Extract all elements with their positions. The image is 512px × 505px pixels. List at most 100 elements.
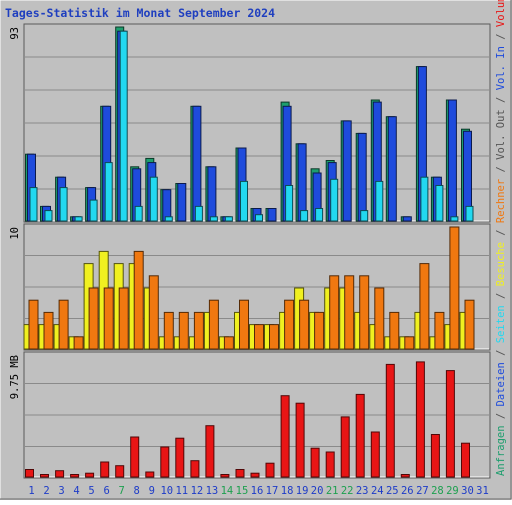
x-tick-label-day-17: 17 [266,485,279,497]
y-axis-max-label: 10 [9,227,21,240]
bar-dateien-day-12 [192,105,202,222]
bar-seiten-day-6 [104,162,113,222]
bar-rechner-day-24 [374,287,385,350]
bar-volumen-day-9 [145,471,155,478]
bar-rechner-day-23 [359,275,370,350]
legend-entry-dateien: Dateien [495,362,507,406]
bar-volumen-day-23 [355,393,365,478]
bar-volumen-day-6 [100,461,110,478]
x-tick-label-day-7: 7 [119,485,125,497]
y-axis-max-label: 9.75 MB [9,355,21,399]
x-tick-label-day-2: 2 [43,485,49,497]
right-legend: Anfragen / Dateien / Seiten / Besuche / … [495,0,507,476]
x-tick-label-day-6: 6 [104,485,110,497]
bar-dateien-day-19 [297,143,307,222]
x-tick-label-day-30: 30 [461,485,474,497]
x-tick-label-day-26: 26 [401,485,414,497]
bar-volumen-day-5 [85,472,95,478]
bar-seiten-day-30 [465,205,474,222]
bar-seiten-day-23 [360,210,369,222]
chart-title: Tages-Statistik im Monat September 2024 [5,6,275,20]
bar-dateien-day-29 [447,99,457,222]
bar-seiten-day-16 [255,214,263,222]
bar-rechner-day-12 [193,311,204,350]
x-tick-label-day-15: 15 [236,485,249,497]
legend-entry-rechner: Rechner [495,179,507,223]
bar-rechner-day-26 [404,336,415,350]
bar-volumen-day-27 [415,361,425,478]
panel-bottom: 9.75 MB [9,351,491,479]
x-tick-label-day-8: 8 [134,485,140,497]
x-tick-label-day-28: 28 [431,485,444,497]
x-tick-label-day-18: 18 [281,485,294,497]
legend-separator: / [495,27,507,46]
x-tick-label-day-31: 31 [476,485,489,497]
bar-seiten-day-21 [330,178,339,222]
bar-rechner-day-30 [464,299,475,350]
bar-rechner-day-28 [434,311,445,350]
bar-volumen-day-20 [310,447,320,478]
x-tick-label-day-3: 3 [58,485,64,497]
bar-rechner-day-10 [163,311,174,350]
bar-rechner-day-3 [58,299,69,350]
series-seiten [29,30,474,222]
bar-rechner-day-20 [314,311,325,350]
legend-separator: / [495,343,507,362]
x-tick-label-day-12: 12 [191,485,204,497]
bar-seiten-day-5 [89,199,98,222]
bar-dateien-day-23 [357,132,367,222]
bar-volumen-day-26 [400,474,410,478]
bar-seiten-day-1 [29,187,38,222]
x-tick-label-day-9: 9 [149,485,155,497]
series-rechner [28,226,475,350]
bar-seiten-day-15 [240,180,248,222]
bar-rechner-day-15 [239,299,249,350]
bar-seiten-day-13 [209,216,218,222]
bar-seiten-day-27 [420,176,429,222]
x-tick-label-day-29: 29 [446,485,459,497]
bar-seiten-day-19 [300,210,309,222]
bar-rechner-day-6 [103,287,114,350]
bar-volumen-day-11 [175,437,185,478]
bar-volumen-day-21 [325,451,335,478]
bar-volumen-day-14 [220,474,230,478]
bar-seiten-day-18 [285,185,294,222]
bar-seiten-day-7 [119,30,128,222]
bar-seiten-day-14 [224,216,233,222]
bar-seiten-day-12 [194,205,203,222]
panel-middle: 10 [9,223,491,351]
x-tick-label-day-23: 23 [356,485,369,497]
bar-volumen-day-25 [385,363,395,478]
bar-rechner-day-25 [389,311,400,350]
bar-seiten-day-10 [164,216,173,222]
x-tick-label-day-4: 4 [73,485,79,497]
y-axis-max-label: 93 [9,27,21,40]
bar-volumen-day-10 [160,446,170,478]
bar-rechner-day-22 [344,275,355,350]
bar-volumen-day-29 [445,370,455,478]
x-tick-label-day-19: 19 [296,485,309,497]
bar-rechner-day-14 [223,336,234,350]
bar-seiten-day-9 [149,176,158,222]
panel-top: 93 [9,23,491,223]
bar-rechner-day-5 [88,287,99,350]
bar-rechner-day-16 [254,324,264,350]
x-tick-label-day-13: 13 [206,485,219,497]
legend-entry-seiten: Seiten [495,305,507,343]
bar-volumen-day-24 [370,431,380,478]
bar-rechner-day-21 [329,275,340,350]
legend-entry-volumen: Volumen [495,0,507,27]
legend-entry-vol-in: Vol. In [495,46,507,90]
bar-seiten-day-8 [134,205,143,222]
bar-volumen-day-30 [461,442,470,478]
bar-seiten-day-24 [375,180,384,222]
bar-seiten-day-3 [59,187,68,222]
legend-entry-vol-out: Vol. Out [495,109,507,160]
legend-separator: / [495,286,507,305]
bar-rechner-day-27 [419,263,430,350]
bar-dateien-day-25 [387,116,397,222]
series-volumen [25,361,470,478]
x-tick-label-day-11: 11 [175,485,188,497]
bar-volumen-day-2 [40,474,49,478]
x-tick-label-day-25: 25 [386,485,399,497]
